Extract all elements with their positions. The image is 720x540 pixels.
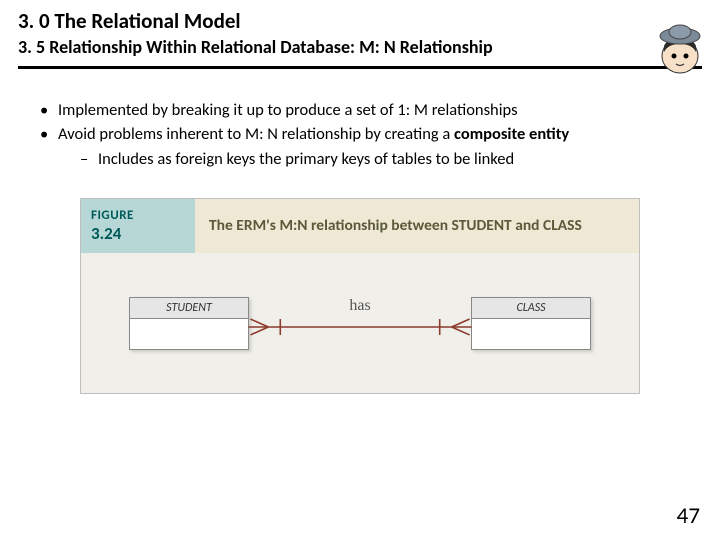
figure-header: FIGURE 3.24 The ERM's M:N relationship b… <box>81 199 639 253</box>
page-subtitle: 3. 5 Relationship Within Relational Data… <box>18 36 702 58</box>
figure-number: 3.24 <box>91 223 195 244</box>
figure-caption-cell: The ERM's M:N relationship between STUDE… <box>195 199 639 253</box>
relationship-label: has <box>349 297 370 315</box>
figure-caption: The ERM's M:N relationship between STUDE… <box>209 217 582 236</box>
bullet-item: Avoid problems inherent to M: N relation… <box>40 123 702 170</box>
header-divider <box>18 66 702 69</box>
bullet-bold: composite entity <box>454 124 569 144</box>
avatar-icon <box>652 22 708 78</box>
bullet-item: Implemented by breaking it up to produce… <box>40 99 702 121</box>
bullet-text: Avoid problems inherent to M: N relation… <box>58 124 454 144</box>
figure-box: FIGURE 3.24 The ERM's M:N relationship b… <box>80 198 640 394</box>
sub-bullet-item: Includes as foreign keys the primary key… <box>58 148 702 170</box>
page-title: 3. 0 The Relational Model <box>18 8 702 34</box>
bullet-list: Implemented by breaking it up to produce… <box>40 99 702 170</box>
figure-label-word: FIGURE <box>91 208 195 223</box>
page-number: 47 <box>677 502 700 530</box>
relationship-line <box>81 253 639 393</box>
erm-diagram: STUDENT CLASS has <box>81 253 639 393</box>
figure-label-cell: FIGURE 3.24 <box>81 199 195 253</box>
